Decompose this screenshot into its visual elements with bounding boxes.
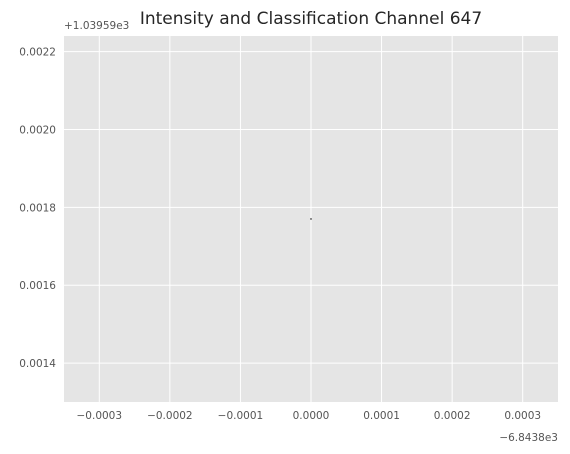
data-point [310, 218, 312, 220]
y-offset-label: +1.03959e3 [64, 20, 129, 32]
grid [64, 36, 558, 402]
y-tick-label: 0.0014 [19, 358, 56, 370]
x-tick-label: 0.0001 [363, 410, 400, 422]
y-tick-label: 0.0022 [19, 47, 56, 59]
y-tick-label: 0.0020 [19, 124, 56, 136]
x-tick-label: −0.0001 [218, 410, 264, 422]
x-tick-label: 0.0002 [434, 410, 471, 422]
x-tick-label: −0.0003 [77, 410, 123, 422]
chart-title: Intensity and Classification Channel 647 [140, 9, 482, 29]
y-tick-label: 0.0018 [19, 202, 56, 214]
x-tick-label: 0.0000 [293, 410, 330, 422]
x-tick-label: −0.0002 [147, 410, 193, 422]
x-offset-label: −6.8438e3 [499, 432, 558, 444]
x-axis: −0.0003 −0.0002 −0.0001 0.0000 0.0001 0.0002 0… [77, 410, 542, 422]
x-tick-label: 0.0003 [504, 410, 541, 422]
data-points [310, 218, 312, 220]
y-axis: 0.0014 0.0016 0.0018 0.0020 0.0022 [19, 47, 56, 370]
y-tick-label: 0.0016 [19, 280, 56, 292]
